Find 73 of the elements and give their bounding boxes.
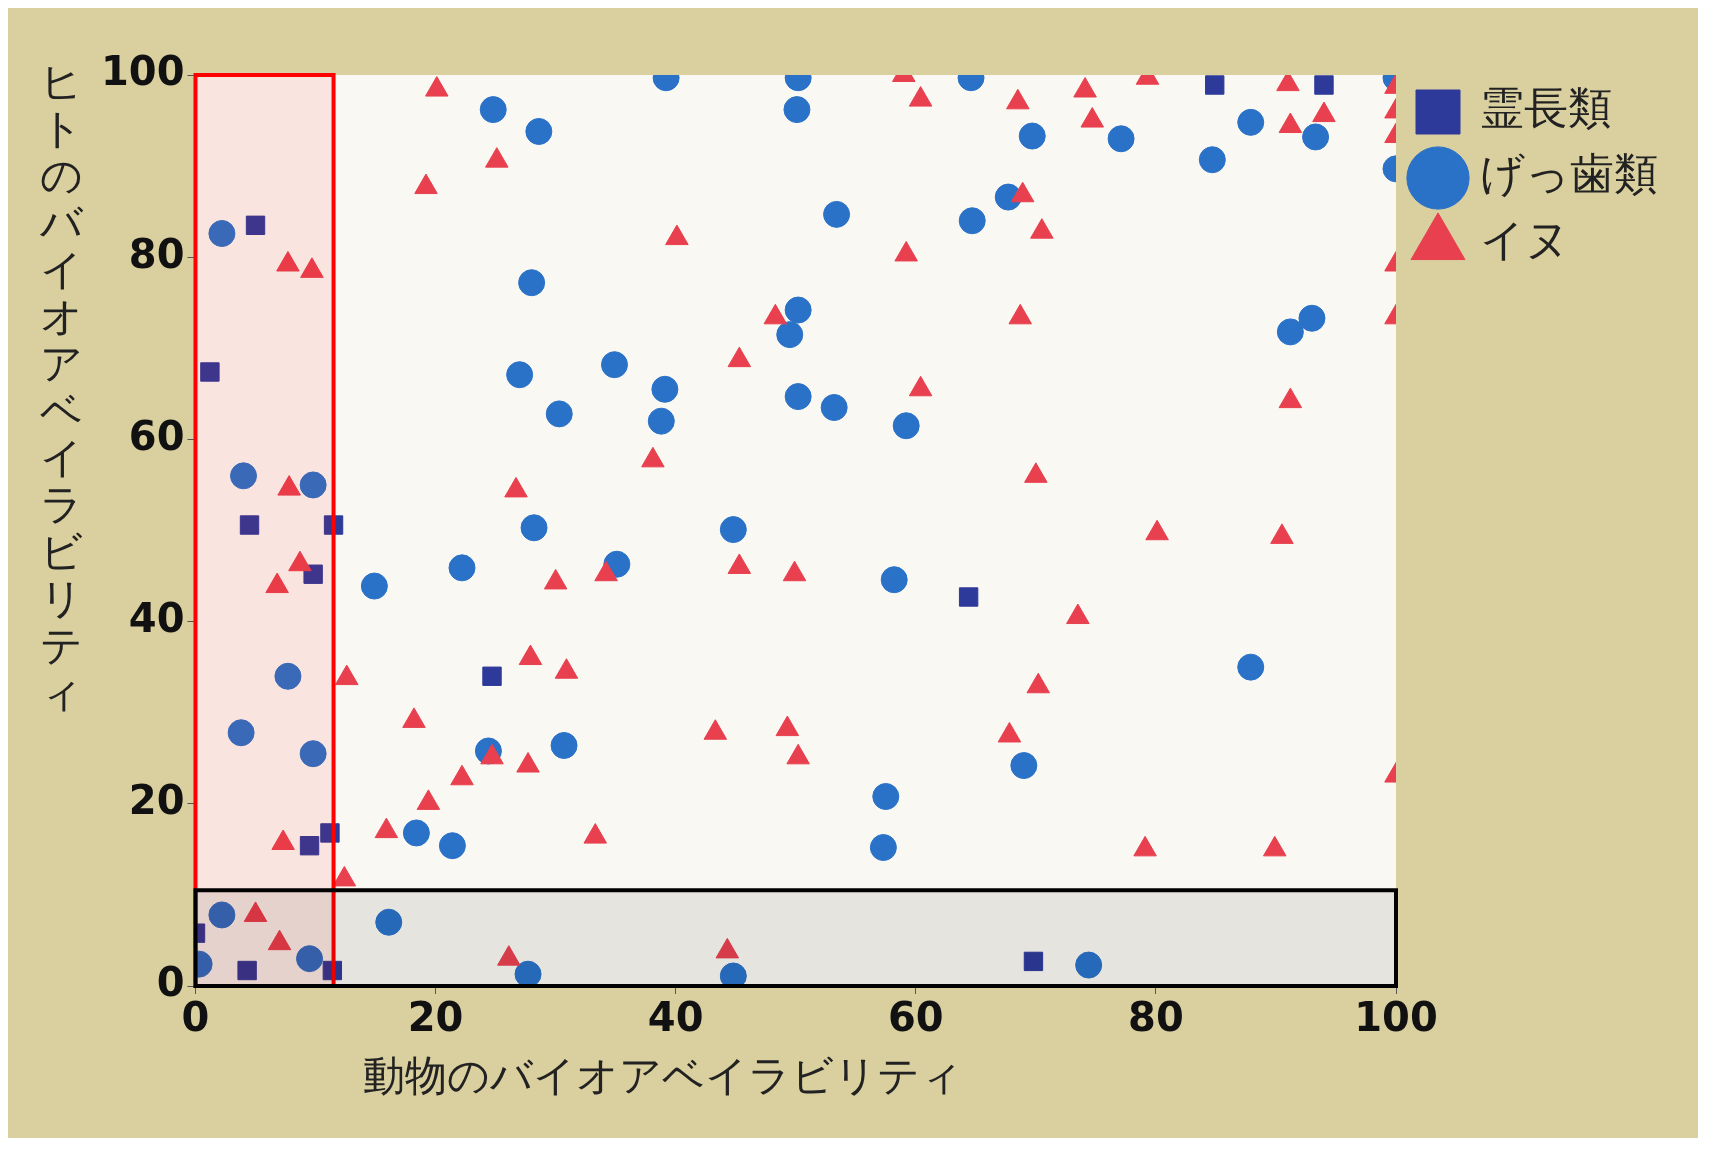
point bbox=[1302, 123, 1330, 151]
point bbox=[958, 587, 979, 607]
legend-label: イヌ bbox=[1480, 214, 1570, 266]
point bbox=[647, 407, 675, 435]
x-tick-label: 40 bbox=[647, 994, 704, 1041]
y-tick-label: 100 bbox=[101, 48, 185, 95]
y-tick-label: 60 bbox=[128, 412, 185, 459]
point bbox=[230, 462, 258, 490]
point bbox=[651, 375, 679, 403]
point bbox=[525, 117, 553, 145]
x-tick-label: 20 bbox=[407, 994, 464, 1041]
x-tick-label: 60 bbox=[887, 994, 944, 1041]
y-tick-label: 0 bbox=[156, 959, 185, 1006]
point bbox=[784, 296, 812, 324]
point bbox=[1205, 75, 1225, 95]
point bbox=[719, 962, 747, 986]
point bbox=[1276, 318, 1304, 346]
point bbox=[545, 400, 573, 428]
point bbox=[600, 351, 628, 379]
point bbox=[299, 836, 320, 856]
point bbox=[1198, 146, 1226, 174]
text: ヒトのバイオアベイラビリティ bbox=[39, 57, 83, 718]
point bbox=[1018, 122, 1046, 150]
point bbox=[227, 719, 255, 747]
point bbox=[1314, 75, 1334, 95]
point bbox=[274, 662, 302, 690]
point bbox=[1107, 125, 1135, 153]
point bbox=[239, 515, 260, 535]
y-tick-label: 20 bbox=[128, 777, 185, 824]
point bbox=[482, 666, 502, 686]
point bbox=[375, 908, 403, 936]
point bbox=[880, 566, 908, 594]
point bbox=[1075, 951, 1103, 979]
x-tick-label: 100 bbox=[1354, 994, 1438, 1041]
point bbox=[299, 471, 327, 499]
point bbox=[208, 220, 236, 248]
point bbox=[783, 96, 811, 124]
point bbox=[869, 834, 897, 862]
point bbox=[719, 516, 747, 544]
point bbox=[479, 96, 507, 124]
y-tick-label: 80 bbox=[128, 230, 185, 277]
point bbox=[245, 215, 266, 236]
point bbox=[892, 412, 920, 440]
point bbox=[506, 361, 534, 389]
point bbox=[784, 383, 812, 411]
y-tick-label: 40 bbox=[128, 594, 185, 641]
x-tick-label: 80 bbox=[1128, 994, 1184, 1041]
point bbox=[299, 740, 327, 768]
point bbox=[550, 732, 578, 759]
point bbox=[1237, 653, 1265, 681]
point bbox=[776, 321, 804, 349]
point bbox=[237, 960, 257, 981]
point bbox=[200, 362, 220, 382]
point bbox=[820, 394, 848, 422]
legend-label: 霊長類 bbox=[1480, 82, 1612, 134]
point bbox=[1010, 752, 1038, 780]
point bbox=[208, 901, 236, 929]
point bbox=[1237, 108, 1265, 136]
point bbox=[823, 200, 851, 228]
point bbox=[520, 514, 548, 542]
point bbox=[958, 207, 986, 235]
point bbox=[438, 832, 466, 860]
x-axis-title: 動物のバイオアベイラビリティ bbox=[362, 1050, 964, 1102]
point bbox=[872, 783, 900, 811]
point bbox=[360, 572, 388, 600]
point bbox=[1298, 304, 1326, 332]
point bbox=[296, 945, 324, 973]
point bbox=[514, 960, 542, 986]
point bbox=[518, 269, 546, 297]
point bbox=[1023, 951, 1044, 972]
legend-label: げっ歯類 bbox=[1480, 148, 1658, 200]
point bbox=[448, 554, 476, 582]
point bbox=[402, 819, 430, 847]
